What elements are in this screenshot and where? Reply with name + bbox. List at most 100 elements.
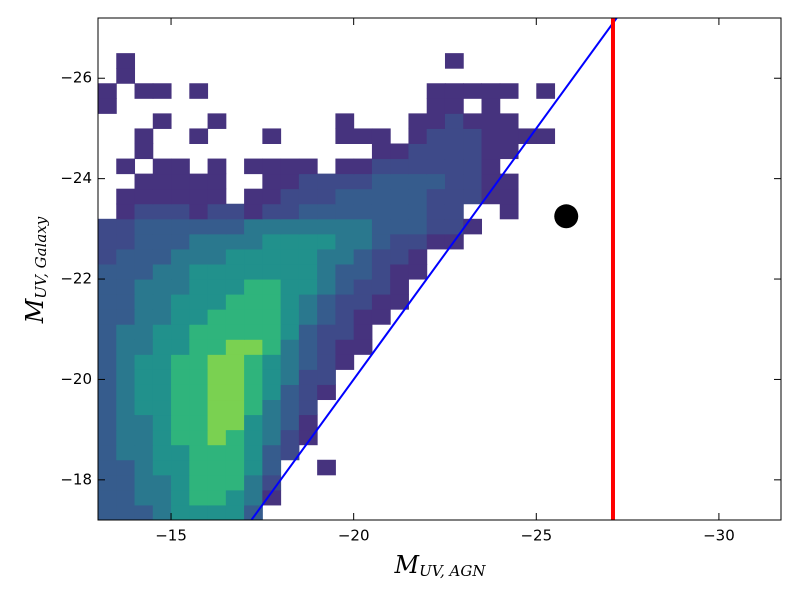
bin: [463, 384, 482, 400]
bin: [189, 474, 209, 491]
bin: [299, 53, 318, 69]
bin: [98, 174, 117, 190]
bin: [408, 263, 428, 280]
bin: [244, 263, 263, 280]
bin: [207, 248, 227, 265]
bin: [500, 294, 519, 310]
bin: [445, 68, 464, 84]
bin: [189, 144, 208, 160]
bin: [244, 384, 263, 401]
bin: [463, 309, 482, 325]
bin: [390, 415, 409, 431]
bin: [280, 399, 300, 416]
bin: [98, 489, 117, 506]
bin: [500, 324, 519, 340]
bin: [134, 429, 154, 446]
bin: [208, 23, 227, 39]
bin: [98, 399, 117, 416]
bin: [208, 144, 227, 160]
bin: [116, 489, 136, 506]
bin: [98, 279, 117, 295]
bin: [555, 113, 574, 129]
bin: [390, 430, 409, 446]
bin: [189, 38, 208, 54]
bin: [335, 173, 355, 190]
bin: [444, 158, 464, 175]
bin: [445, 294, 464, 310]
bin: [426, 218, 446, 235]
bin: [152, 444, 172, 461]
bin: [354, 23, 373, 39]
bin: [354, 445, 373, 461]
bin: [390, 158, 409, 175]
bin: [353, 248, 373, 265]
bin: [171, 218, 190, 235]
bin: [390, 384, 409, 400]
bin: [299, 490, 318, 506]
bin: [98, 38, 117, 54]
bin: [244, 399, 263, 416]
bin: [207, 158, 227, 175]
diagonal-line: [250, 18, 618, 520]
bin: [244, 128, 263, 144]
bin: [463, 505, 482, 521]
bin: [134, 294, 154, 310]
bin: [555, 23, 574, 39]
bin: [262, 53, 281, 69]
bin: [536, 354, 555, 370]
x-tick-label: −25: [520, 527, 552, 545]
bin: [116, 263, 136, 280]
bin: [354, 400, 373, 416]
bin: [98, 159, 117, 175]
bin: [463, 113, 483, 129]
bin: [482, 309, 501, 325]
bin: [500, 53, 519, 69]
bin: [335, 415, 354, 431]
bin: [281, 68, 300, 84]
bin: [371, 128, 391, 144]
bin: [244, 233, 263, 250]
bin: [262, 354, 282, 370]
bin: [298, 309, 318, 325]
bin: [280, 233, 300, 250]
bin: [189, 414, 209, 431]
bin: [518, 189, 537, 205]
bin: [555, 339, 574, 355]
bin: [116, 144, 135, 160]
bin: [463, 83, 483, 99]
bin: [225, 354, 245, 370]
bin: [390, 445, 409, 461]
bin: [518, 38, 537, 54]
bin: [335, 475, 354, 491]
bin: [299, 128, 318, 144]
bin: [207, 414, 227, 431]
bin: [536, 505, 555, 521]
bin: [408, 339, 427, 355]
bin: [153, 68, 172, 84]
bin: [335, 158, 355, 175]
bin: [189, 339, 209, 355]
bin: [171, 279, 190, 295]
bin: [518, 98, 537, 114]
bin: [353, 324, 373, 340]
bin: [390, 218, 409, 235]
bin: [262, 459, 282, 476]
bin: [116, 98, 135, 114]
bin: [390, 143, 409, 160]
bin: [482, 430, 501, 446]
bin: [536, 490, 555, 506]
bin: [482, 324, 501, 340]
bin: [317, 490, 336, 506]
bin: [171, 158, 190, 175]
bin: [445, 505, 464, 521]
bin: [427, 68, 446, 84]
bin: [299, 475, 318, 491]
bin: [207, 459, 227, 476]
bin: [317, 339, 336, 355]
bin: [226, 159, 245, 175]
bin: [207, 474, 227, 491]
bin: [226, 189, 245, 205]
bin: [445, 460, 464, 476]
bin: [317, 144, 336, 160]
bin: [189, 459, 209, 476]
